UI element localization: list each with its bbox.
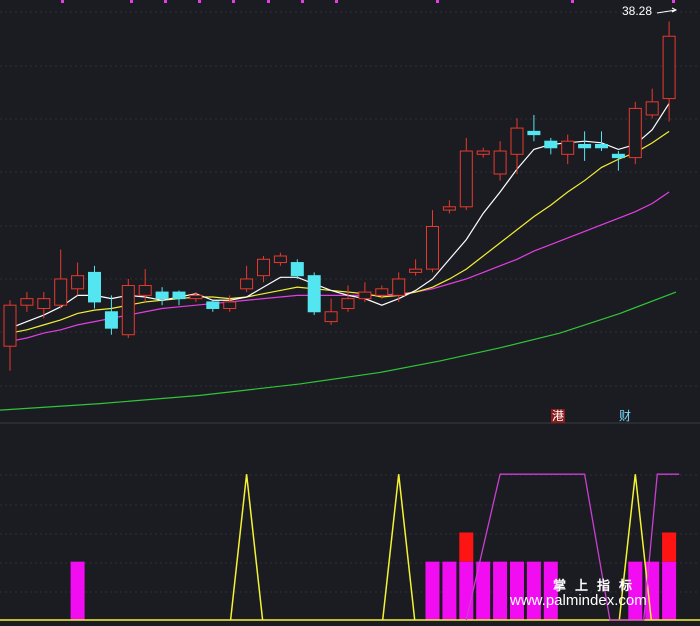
ma60-path xyxy=(0,291,677,411)
ma20-line xyxy=(9,191,670,342)
signal-bar-magenta xyxy=(425,561,440,620)
top-marker-dot xyxy=(301,0,304,3)
candle-body xyxy=(206,301,220,309)
signal-bar-red xyxy=(459,532,474,562)
candle-body xyxy=(20,298,34,306)
candle-body xyxy=(37,298,51,309)
top-marker-dot xyxy=(232,0,235,3)
signal-bar-magenta xyxy=(543,561,558,620)
signal-bar-magenta xyxy=(70,561,85,620)
top-marker-dot xyxy=(672,0,675,3)
yellow-spike xyxy=(229,474,264,621)
signal-bar-magenta xyxy=(442,561,457,620)
candle-body xyxy=(71,275,85,290)
signal-bar-red xyxy=(662,532,677,562)
candle-body xyxy=(409,268,423,273)
top-marker-dot xyxy=(335,0,338,3)
candle-body xyxy=(155,291,169,300)
ma10-line xyxy=(9,130,670,334)
candle-body xyxy=(611,153,625,159)
candle-body xyxy=(375,288,389,296)
candle-body xyxy=(561,140,575,155)
candle-body xyxy=(476,150,490,155)
tag-hk-connect[interactable]: 港 xyxy=(551,409,566,423)
candle-body xyxy=(189,294,203,300)
indicator-panel xyxy=(0,473,700,621)
magenta-signal-line xyxy=(465,473,680,621)
candle-body xyxy=(493,150,507,175)
candle-body xyxy=(442,206,456,211)
top-marker-dot xyxy=(61,0,64,3)
candle-body xyxy=(54,278,68,306)
ma5-line xyxy=(9,103,670,329)
ma5-path xyxy=(9,103,670,329)
top-marker-dot xyxy=(436,0,439,3)
candle-body xyxy=(307,275,321,313)
price-arrow xyxy=(656,7,678,14)
watermark-title: 掌上指标 xyxy=(553,579,642,594)
top-marker-dot xyxy=(267,0,270,3)
candle-body xyxy=(172,291,186,300)
last-price-label: 38.28 xyxy=(622,4,653,18)
candle-body xyxy=(459,150,473,208)
main-grid xyxy=(0,0,700,593)
candle-body xyxy=(88,271,101,303)
candlesticks xyxy=(3,7,678,371)
ma10-path xyxy=(9,130,670,334)
candle-body xyxy=(527,130,541,136)
candle-body xyxy=(544,140,558,149)
candle-body xyxy=(223,301,237,309)
yellow-spike xyxy=(381,474,416,621)
signal-bar-magenta xyxy=(526,561,541,620)
top-marker-dot xyxy=(164,0,167,3)
candle-body xyxy=(392,278,406,296)
watermark-url: www.palmindex.com xyxy=(510,592,647,609)
candle-body xyxy=(324,311,338,323)
top-marker-dot xyxy=(130,0,133,3)
signal-bar-magenta xyxy=(493,561,508,620)
candle-body xyxy=(290,262,304,277)
candle-body xyxy=(257,258,270,277)
candle-body xyxy=(121,285,135,336)
candle-body xyxy=(240,278,254,290)
candle-body xyxy=(662,35,676,100)
candle-body xyxy=(341,298,355,309)
ma20-path xyxy=(9,191,670,342)
tag-finance[interactable]: 财 xyxy=(619,409,632,423)
top-marker-dot xyxy=(571,0,574,3)
candle-body xyxy=(3,304,17,347)
candle-body xyxy=(426,225,439,270)
signal-bar-magenta xyxy=(510,561,524,620)
candle-body xyxy=(510,127,524,155)
signal-bar-magenta xyxy=(459,561,474,620)
ma60-line xyxy=(0,291,677,411)
top-marker-dot xyxy=(198,0,201,3)
candle-body xyxy=(104,311,118,329)
signal-bar-magenta xyxy=(476,561,491,620)
signal-bar-magenta xyxy=(662,561,677,620)
candle-body xyxy=(628,107,642,159)
candle-body xyxy=(273,255,287,264)
signal-bar-magenta xyxy=(628,561,643,620)
candle-body xyxy=(358,291,372,300)
candle-body xyxy=(578,143,592,149)
candle-body xyxy=(645,101,659,116)
signal-bar-magenta xyxy=(645,561,660,620)
yellow-spike xyxy=(618,474,653,621)
candle-body xyxy=(138,285,152,296)
candle-body xyxy=(595,143,608,149)
